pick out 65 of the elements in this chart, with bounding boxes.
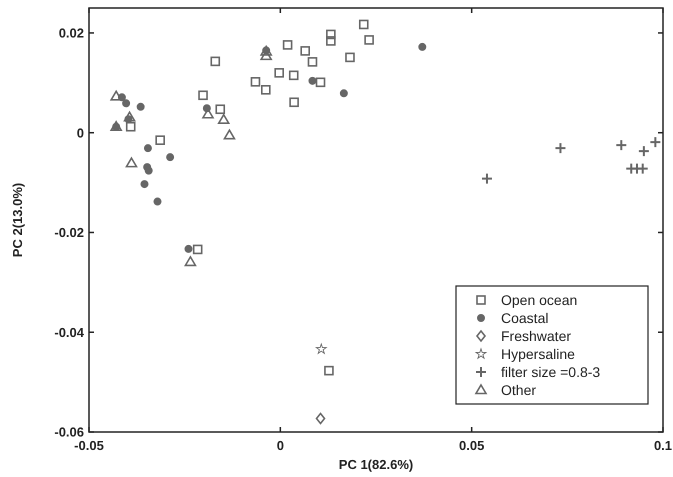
point xyxy=(326,36,336,46)
point xyxy=(126,157,138,168)
point xyxy=(282,40,292,50)
point xyxy=(636,162,649,175)
point xyxy=(215,104,226,114)
point xyxy=(480,172,493,185)
point xyxy=(418,42,426,51)
legend-label: Other xyxy=(501,382,536,398)
x-axis-title: PC 1(82.6%) xyxy=(338,457,414,472)
point xyxy=(155,135,165,145)
point xyxy=(250,77,260,87)
point xyxy=(326,30,336,40)
point xyxy=(274,68,284,78)
y-tick-label: -0.04 xyxy=(54,324,85,340)
x-tick-label: 0 xyxy=(276,438,284,453)
point xyxy=(615,139,628,152)
x-tick-label: 0.05 xyxy=(459,438,484,453)
point xyxy=(289,97,299,108)
legend-label: Hypersaline xyxy=(501,346,576,362)
point xyxy=(308,57,318,67)
point xyxy=(260,85,271,95)
point xyxy=(316,344,327,354)
point xyxy=(316,412,326,424)
point xyxy=(192,244,202,254)
point xyxy=(202,104,211,112)
point xyxy=(218,114,230,124)
legend-label: Freshwater xyxy=(501,328,572,344)
y-tick-label: -0.02 xyxy=(54,225,84,240)
point xyxy=(126,122,136,132)
point xyxy=(300,46,310,56)
point xyxy=(198,90,208,100)
point xyxy=(324,366,334,376)
x-tick-label: 0.1 xyxy=(654,438,672,453)
point xyxy=(166,153,174,162)
point xyxy=(649,136,662,148)
point xyxy=(358,20,369,30)
point xyxy=(122,99,130,108)
point xyxy=(184,256,196,266)
legend-label: Coastal xyxy=(501,310,548,326)
point xyxy=(224,129,236,140)
point xyxy=(140,180,148,188)
point xyxy=(118,93,126,102)
y-axis-title: PC 2(13.0%) xyxy=(10,182,25,258)
point xyxy=(316,78,326,88)
y-tick-label: 0.02 xyxy=(58,25,84,40)
point xyxy=(136,102,145,111)
x-tick-label: -0.05 xyxy=(74,438,104,453)
legend-label: filter size =0.8-3 xyxy=(501,364,600,380)
point xyxy=(210,56,220,66)
point xyxy=(345,52,355,62)
point xyxy=(638,145,650,158)
legend-label: Open ocean xyxy=(501,292,578,308)
y-tick-label: -0.06 xyxy=(54,424,84,440)
point xyxy=(340,89,348,98)
point xyxy=(184,244,192,253)
y-tick-label: 0 xyxy=(76,125,84,140)
point xyxy=(308,76,316,85)
point xyxy=(144,166,153,175)
point xyxy=(144,144,152,152)
point xyxy=(554,142,566,154)
point xyxy=(110,90,122,101)
point xyxy=(364,35,374,45)
point xyxy=(153,198,162,206)
point xyxy=(124,111,136,122)
point xyxy=(288,70,299,80)
